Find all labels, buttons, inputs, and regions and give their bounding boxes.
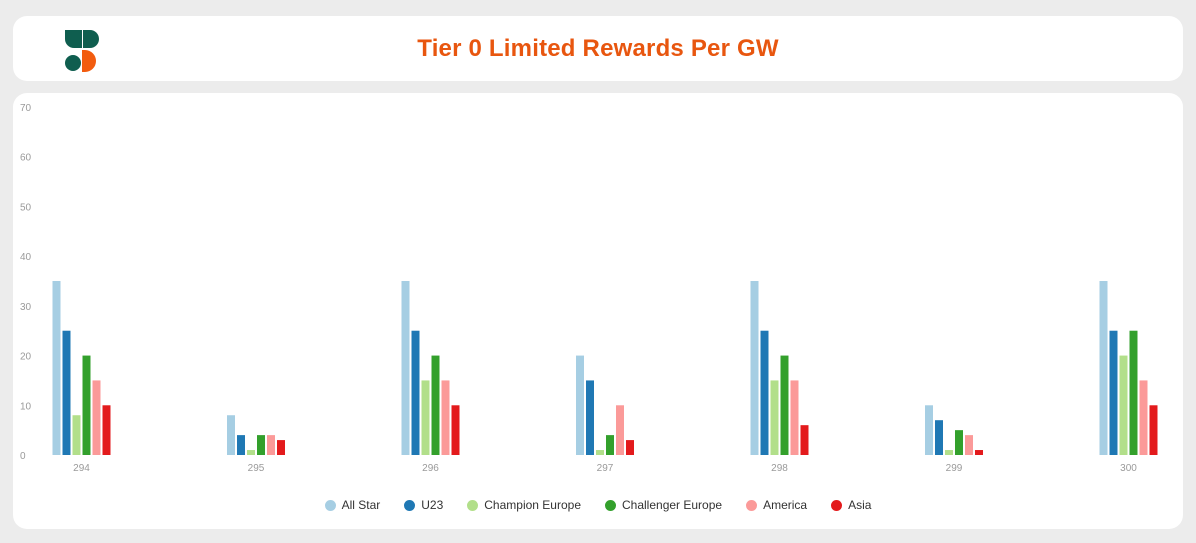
- bar-294-u23: [62, 330, 71, 455]
- bar-299-challenger-europe: [955, 430, 963, 455]
- y-tick-label: 60: [20, 153, 32, 164]
- brand-logo-icon: [65, 30, 99, 72]
- y-tick-label: 20: [20, 352, 32, 363]
- bar-295-champion-europe: [247, 450, 255, 455]
- legend-swatch-icon: [404, 499, 416, 511]
- x-tick-label: 296: [422, 463, 439, 474]
- bar-300-champion-europe: [1119, 355, 1128, 455]
- bar-295-u23: [237, 435, 245, 455]
- legend-item[interactable]: All Star: [324, 498, 381, 512]
- bar-295-asia: [277, 440, 285, 455]
- header-card: Tier 0 Limited Rewards Per GW: [13, 16, 1183, 81]
- bar-296-america: [441, 380, 450, 455]
- bar-298-america: [790, 380, 799, 455]
- x-tick-label: 295: [248, 463, 265, 474]
- legend-label: Asia: [848, 498, 872, 512]
- bar-294-asia: [102, 405, 111, 455]
- bar-300-asia: [1149, 405, 1158, 455]
- chart-panel: 0102030405060702942952962972982993003013…: [13, 93, 1183, 529]
- bar-298-champion-europe: [770, 380, 779, 455]
- bar-299-all-star: [925, 405, 933, 455]
- legend-swatch-icon: [324, 499, 336, 511]
- bar-294-america: [92, 380, 101, 455]
- chart-title: Tier 0 Limited Rewards Per GW: [417, 35, 779, 62]
- bar-295-challenger-europe: [257, 435, 265, 455]
- bar-300-challenger-europe: [1129, 330, 1138, 455]
- bar-297-all-star: [576, 355, 584, 455]
- legend-label: U23: [421, 498, 444, 512]
- legend-item[interactable]: Champion Europe: [467, 498, 581, 512]
- legend-label: All Star: [341, 498, 381, 512]
- chart-legend: All Star U23 Champion Europe Challenger Eur…: [13, 498, 1183, 512]
- legend-item[interactable]: America: [746, 498, 807, 512]
- y-tick-label: 30: [20, 302, 32, 313]
- bar-299-u23: [935, 420, 943, 455]
- x-tick-label: 294: [73, 463, 90, 474]
- y-tick-label: 70: [20, 103, 32, 114]
- x-tick-label: 300: [1120, 463, 1137, 474]
- bar-294-challenger-europe: [82, 355, 91, 455]
- bar-298-challenger-europe: [780, 355, 789, 455]
- legend-item[interactable]: Asia: [831, 498, 871, 512]
- bar-298-u23: [760, 330, 769, 455]
- x-tick-label: 298: [771, 463, 788, 474]
- y-tick-label: 40: [20, 252, 32, 263]
- bar-297-champion-europe: [596, 450, 604, 455]
- bar-chart: 0102030405060702942952962972982993003013…: [20, 103, 1158, 474]
- bar-296-u23: [411, 330, 420, 455]
- legend-swatch-icon: [605, 499, 616, 511]
- bar-295-all-star: [227, 415, 235, 455]
- legend-item[interactable]: Challenger Europe: [605, 498, 722, 512]
- legend-item[interactable]: U23: [404, 498, 443, 512]
- x-tick-label: 297: [597, 463, 614, 474]
- bar-298-asia: [800, 425, 809, 455]
- y-tick-label: 0: [20, 451, 26, 462]
- legend-label: Champion Europe: [484, 498, 581, 512]
- x-tick-label: 299: [946, 463, 963, 474]
- y-tick-label: 50: [20, 202, 32, 213]
- bar-300-u23: [1109, 330, 1118, 455]
- legend-label: Challenger Europe: [622, 498, 723, 512]
- bar-297-challenger-europe: [606, 435, 614, 455]
- bar-299-asia: [975, 450, 983, 455]
- bar-297-asia: [626, 440, 634, 455]
- bar-297-america: [616, 405, 624, 455]
- bar-296-asia: [451, 405, 460, 455]
- legend-swatch-icon: [831, 499, 843, 511]
- bar-300-america: [1139, 380, 1148, 455]
- y-tick-label: 10: [20, 401, 32, 412]
- bar-294-champion-europe: [72, 415, 81, 455]
- bar-295-america: [267, 435, 275, 455]
- bar-297-u23: [586, 380, 594, 455]
- bar-299-america: [965, 435, 973, 455]
- legend-label: America: [763, 498, 808, 512]
- bar-296-challenger-europe: [431, 355, 440, 455]
- bar-299-champion-europe: [945, 450, 953, 455]
- bar-298-all-star: [750, 281, 759, 455]
- bar-300-all-star: [1099, 281, 1108, 455]
- bar-296-champion-europe: [421, 380, 430, 455]
- legend-swatch-icon: [467, 499, 479, 511]
- bar-294-all-star: [52, 281, 61, 455]
- legend-swatch-icon: [746, 499, 758, 511]
- bar-296-all-star: [401, 281, 410, 455]
